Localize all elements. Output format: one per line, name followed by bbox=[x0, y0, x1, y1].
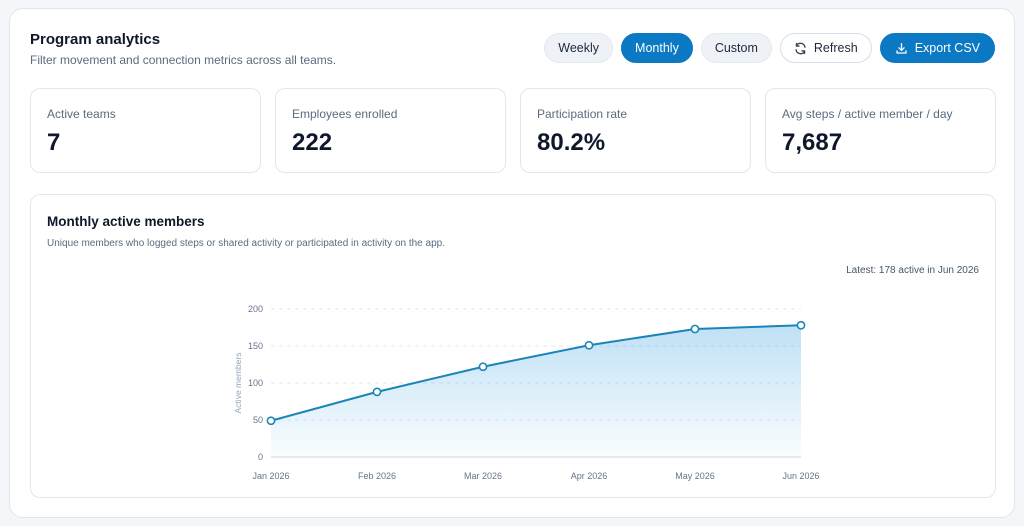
x-tick-label: Apr 2026 bbox=[571, 471, 608, 481]
x-tick-label: Jan 2026 bbox=[252, 471, 289, 481]
analytics-panel: Program analytics Filter movement and co… bbox=[9, 8, 1015, 518]
export-csv-button[interactable]: Export CSV bbox=[879, 33, 995, 63]
metric-card-active-teams: Active teams 7 bbox=[30, 88, 261, 173]
data-point bbox=[478, 362, 488, 372]
series-line bbox=[270, 324, 802, 422]
data-point bbox=[266, 416, 276, 426]
monthly-label: Monthly bbox=[635, 41, 679, 55]
y-tick-label: 0 bbox=[258, 452, 263, 462]
metric-card-participation-rate: Participation rate 80.2% bbox=[520, 88, 751, 173]
metric-card-avg-steps: Avg steps / active member / day 7,687 bbox=[765, 88, 996, 173]
metric-card-employees-enrolled: Employees enrolled 222 bbox=[275, 88, 506, 173]
y-tick-label: 150 bbox=[248, 341, 263, 351]
download-icon bbox=[896, 42, 907, 54]
data-point bbox=[372, 387, 382, 397]
chart-card: Monthly active members Unique members wh… bbox=[30, 194, 996, 498]
page-subtitle: Filter movement and connection metrics a… bbox=[30, 53, 337, 67]
data-point bbox=[584, 340, 594, 350]
weekly-filter-button[interactable]: Weekly bbox=[544, 33, 614, 63]
metric-value: 222 bbox=[292, 129, 333, 156]
y-tick-label: 200 bbox=[248, 304, 263, 314]
refresh-button[interactable]: Refresh bbox=[779, 33, 872, 63]
weekly-label: Weekly bbox=[558, 41, 600, 55]
data-point bbox=[796, 320, 806, 330]
metric-value: 7,687 bbox=[782, 129, 843, 156]
metric-value: 7 bbox=[47, 129, 61, 156]
y-tick-label: 100 bbox=[248, 378, 263, 388]
toolbar: Weekly Monthly Custom Refresh Export CSV bbox=[544, 33, 995, 63]
data-point bbox=[690, 324, 700, 334]
refresh-label: Refresh bbox=[813, 41, 858, 55]
x-tick-label: Mar 2026 bbox=[464, 471, 502, 481]
custom-filter-button[interactable]: Custom bbox=[700, 33, 772, 63]
x-tick-label: Jun 2026 bbox=[782, 471, 819, 481]
chart-title: Monthly active members bbox=[47, 214, 205, 229]
metric-label: Active teams bbox=[47, 107, 116, 121]
y-axis-label: Active members bbox=[233, 353, 243, 414]
custom-label: Custom bbox=[714, 41, 758, 55]
page-title: Program analytics bbox=[30, 31, 161, 48]
metric-cards: Active teams 7 Employees enrolled 222 Pa… bbox=[30, 88, 996, 173]
metric-label: Avg steps / active member / day bbox=[782, 107, 953, 121]
metric-label: Employees enrolled bbox=[292, 107, 398, 121]
y-tick-label: 50 bbox=[253, 415, 263, 425]
line-chart: 0 50 100 150 200 Jan 2026 Feb 2026 Mar 2026 Apr … bbox=[233, 304, 820, 481]
chart-latest-summary: Latest: 178 active in Jun 2026 bbox=[846, 265, 979, 276]
export-label: Export CSV bbox=[914, 41, 980, 55]
metric-label: Participation rate bbox=[537, 107, 628, 121]
chart-subtitle: Unique members who logged steps or share… bbox=[47, 238, 445, 249]
series-area bbox=[271, 325, 801, 457]
x-tick-label: Feb 2026 bbox=[358, 471, 396, 481]
metric-value: 80.2% bbox=[537, 129, 606, 156]
refresh-icon bbox=[795, 42, 806, 54]
monthly-filter-button[interactable]: Monthly bbox=[621, 33, 693, 63]
x-tick-label: May 2026 bbox=[675, 471, 715, 481]
